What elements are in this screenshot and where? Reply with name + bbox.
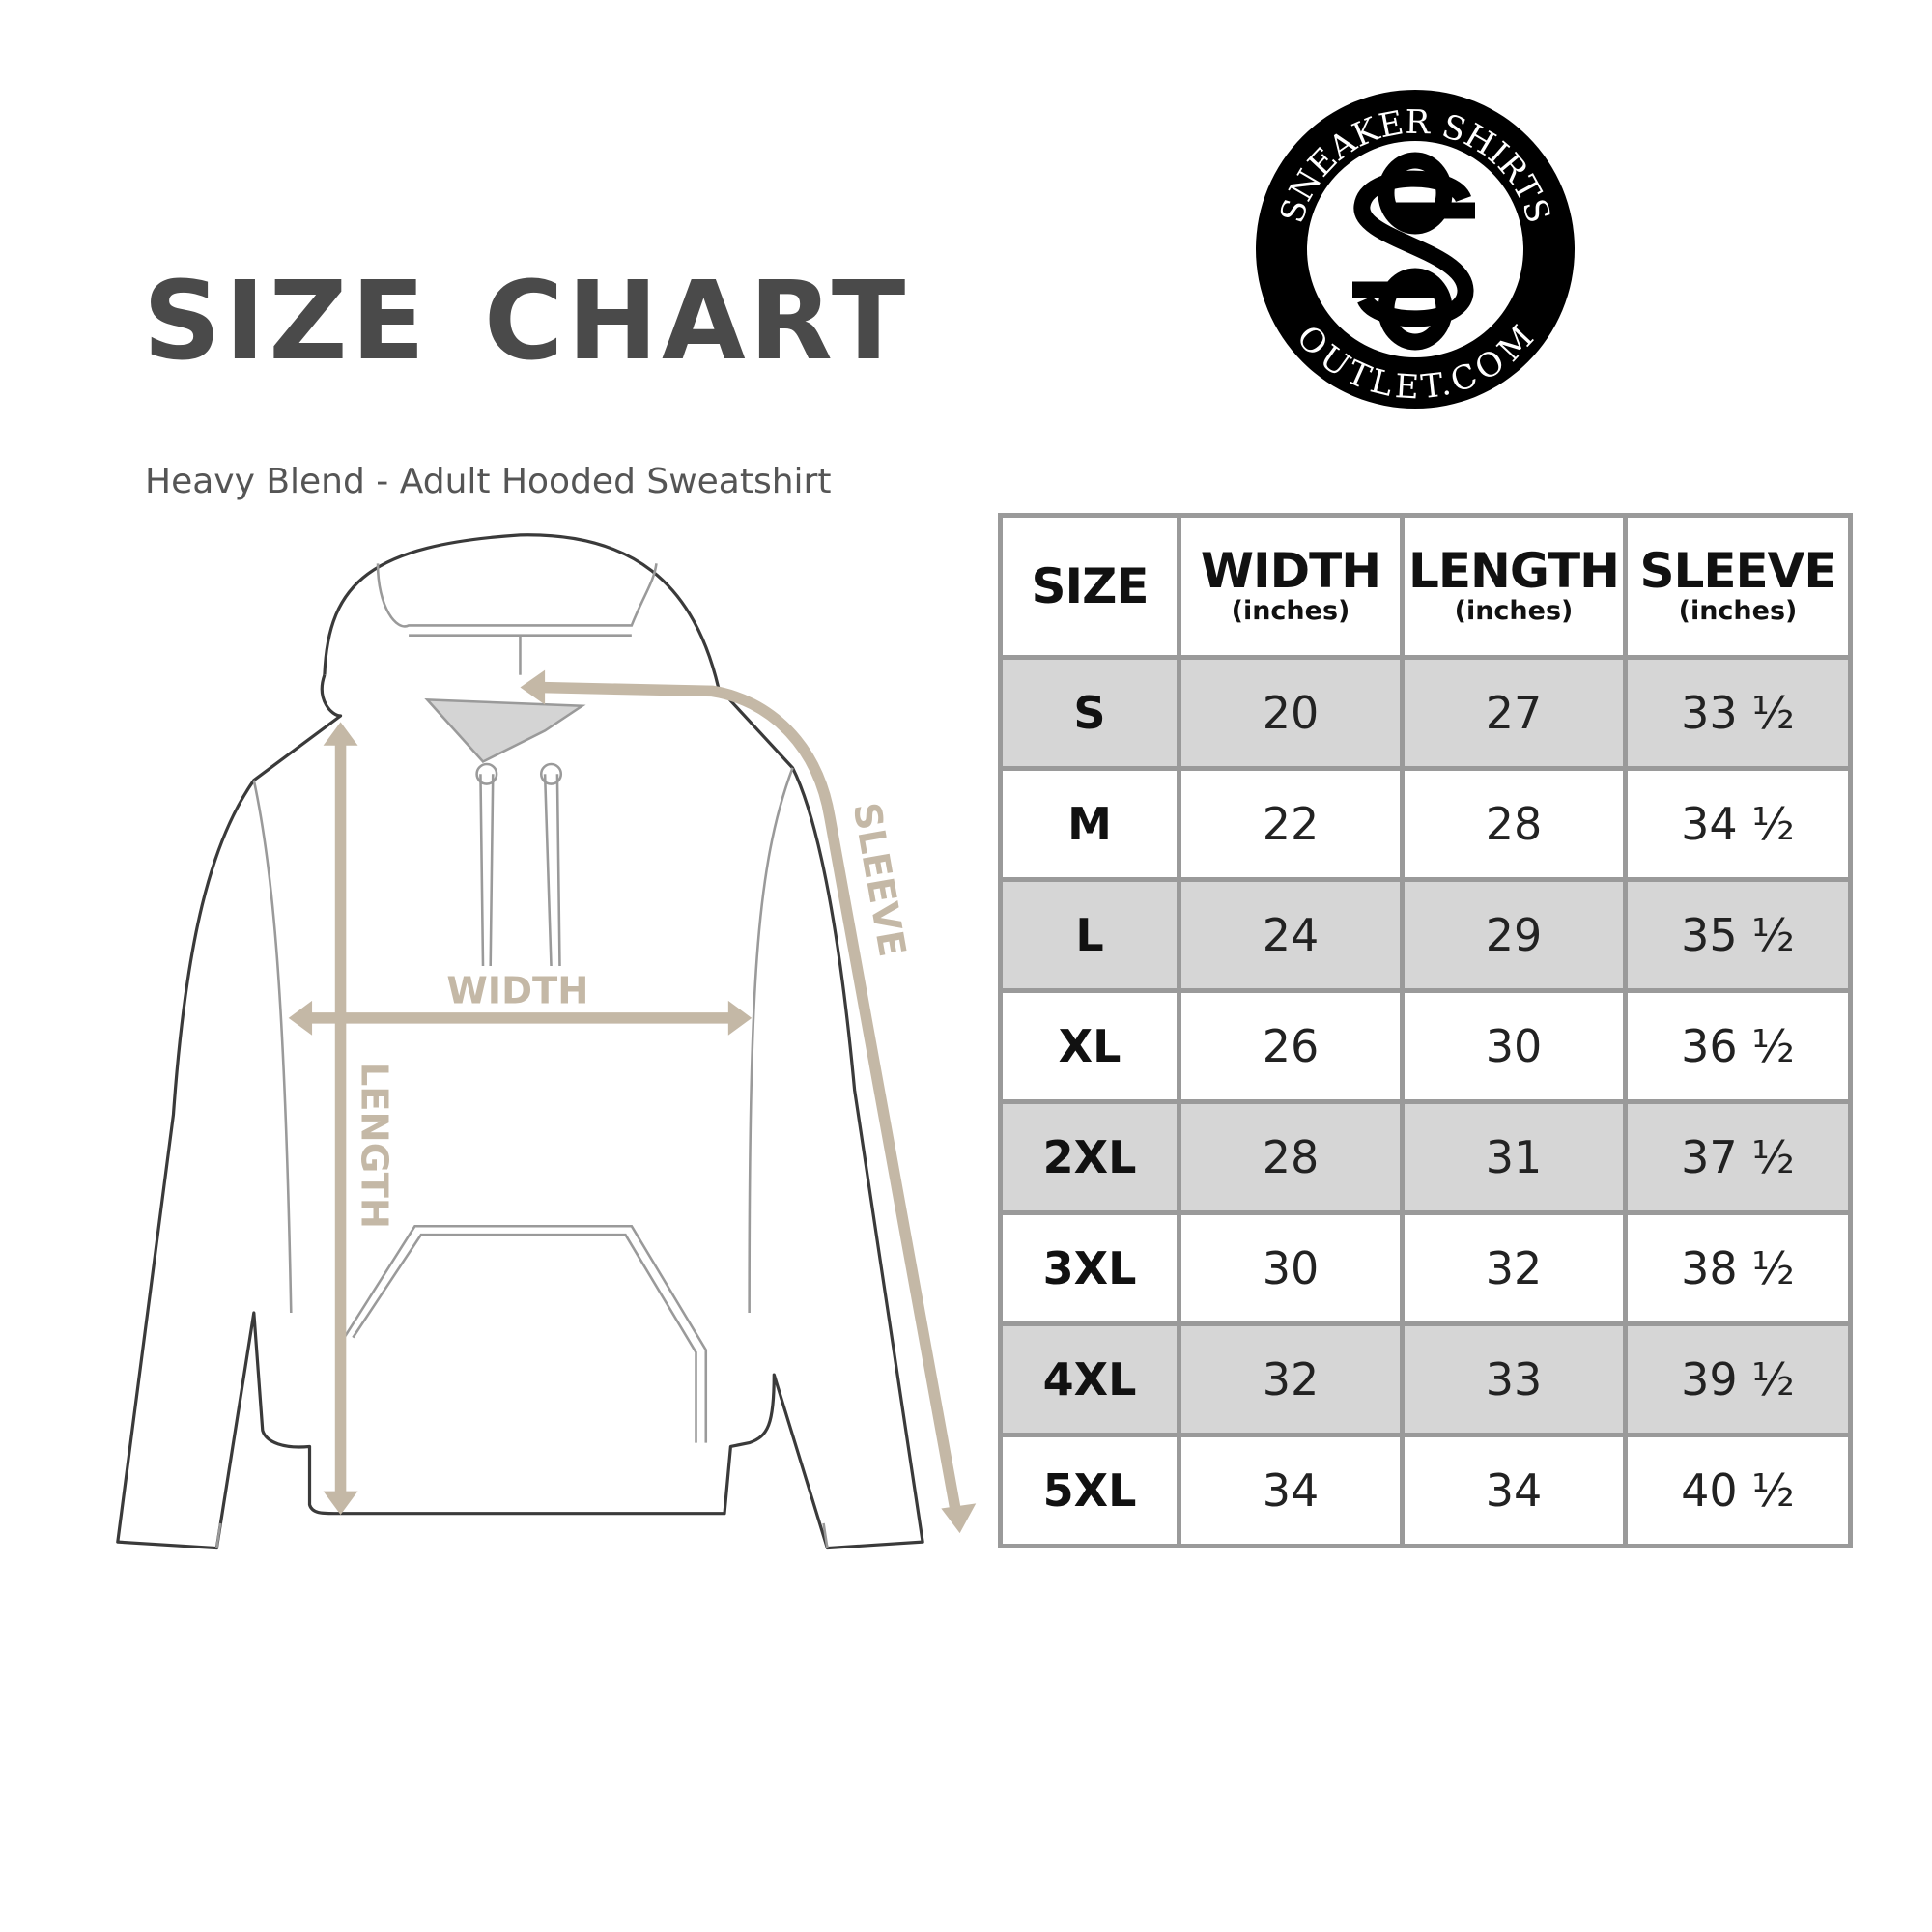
width-cell: 28 (1177, 1099, 1405, 1215)
measurement-arrows (288, 669, 977, 1534)
width-cell: 32 (1177, 1321, 1405, 1437)
table-row: M 22 28 34 ½ (998, 766, 1853, 882)
sleeve-cell: 40 ½ (1623, 1433, 1853, 1548)
length-cell: 34 (1400, 1433, 1628, 1548)
width-cell: 20 (1177, 655, 1405, 771)
ss-monogram-icon (1352, 152, 1475, 351)
length-label: LENGTH (352, 1063, 395, 1229)
length-cell: 32 (1400, 1210, 1628, 1326)
sleeve-cell: 34 ½ (1623, 766, 1853, 882)
table-row: 4XL 32 33 39 ½ (998, 1321, 1853, 1437)
header-width: WIDTH (inches) (1177, 513, 1405, 660)
table-row: 2XL 28 31 37 ½ (998, 1099, 1853, 1215)
size-cell: XL (998, 988, 1181, 1104)
width-cell: 26 (1177, 988, 1405, 1104)
table-row: L 24 29 35 ½ (998, 877, 1853, 993)
header-sleeve: SLEEVE (inches) (1623, 513, 1853, 660)
page-title: SIZE CHART (143, 259, 910, 384)
table-header-row: SIZE WIDTH (inches) LENGTH (inches) SLEEVE… (998, 513, 1853, 660)
size-cell: M (998, 766, 1181, 882)
sleeve-cell: 35 ½ (1623, 877, 1853, 993)
size-table: SIZE WIDTH (inches) LENGTH (inches) SLEEVE… (998, 513, 1853, 1548)
sleeve-arrow (538, 681, 962, 1515)
length-cell: 31 (1400, 1099, 1628, 1215)
length-cell: 28 (1400, 766, 1628, 882)
header-length: LENGTH (inches) (1400, 513, 1628, 660)
header-size: SIZE (998, 513, 1181, 660)
hoodie-outline (116, 533, 924, 1550)
table-row: S 20 27 33 ½ (998, 655, 1853, 771)
width-cell: 22 (1177, 766, 1405, 882)
sleeve-cell: 37 ½ (1623, 1099, 1853, 1215)
table-row: XL 26 30 36 ½ (998, 988, 1853, 1104)
size-cell: 4XL (998, 1321, 1181, 1437)
sneaker-shirts-logo: SNEAKER SHIRTS OUTLET.COM (1256, 90, 1575, 409)
width-label: WIDTH (446, 969, 588, 1012)
sleeve-cell: 33 ½ (1623, 655, 1853, 771)
length-cell: 27 (1400, 655, 1628, 771)
size-cell: 2XL (998, 1099, 1181, 1215)
size-cell: 3XL (998, 1210, 1181, 1326)
sleeve-cell: 38 ½ (1623, 1210, 1853, 1326)
size-cell: L (998, 877, 1181, 993)
width-cell: 34 (1177, 1433, 1405, 1548)
length-cell: 29 (1400, 877, 1628, 993)
sleeve-cell: 36 ½ (1623, 988, 1853, 1104)
sleeve-cell: 39 ½ (1623, 1321, 1853, 1437)
table-row: 5XL 34 34 40 ½ (998, 1433, 1853, 1548)
width-cell: 30 (1177, 1210, 1405, 1326)
size-cell: S (998, 655, 1181, 771)
length-cell: 30 (1400, 988, 1628, 1104)
width-cell: 24 (1177, 877, 1405, 993)
product-subtitle: Heavy Blend - Adult Hooded Sweatshirt (145, 462, 832, 501)
size-cell: 5XL (998, 1433, 1181, 1548)
length-cell: 33 (1400, 1321, 1628, 1437)
table-row: 3XL 30 32 38 ½ (998, 1210, 1853, 1326)
